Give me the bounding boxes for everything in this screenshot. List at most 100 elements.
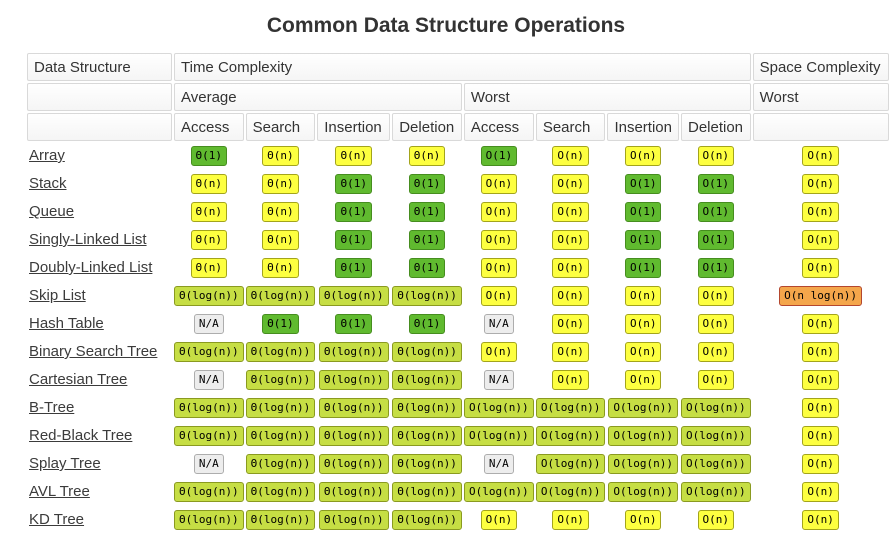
header-space-worst: Worst — [752, 83, 889, 111]
complexity-badge: Θ(n) — [190, 230, 228, 250]
complexity-badge: Θ(n) — [262, 202, 299, 222]
complexity-badge: O(n) — [802, 426, 839, 446]
complexity-badge: O(log(n)) — [464, 398, 534, 418]
row-label-link[interactable]: KD Tree — [29, 511, 85, 528]
complexity-badge: O(n) — [802, 258, 839, 278]
complexity-badge: Θ(log(n)) — [318, 342, 389, 362]
complexity-cell-space-worst: O(n) — [753, 479, 889, 505]
complexity-cell-worst-access: O(n) — [464, 255, 534, 281]
complexity-cell-space-worst: O(n) — [753, 311, 889, 337]
header-avg-access: Access — [174, 113, 244, 141]
complexity-cell-worst-deletion: O(log(n)) — [680, 479, 751, 505]
row-label-link[interactable]: Doubly-Linked List — [29, 259, 153, 276]
complexity-cell-worst-insertion: O(n) — [607, 339, 679, 365]
complexity-cell-avg-deletion: Θ(log(n)) — [392, 283, 462, 309]
complexity-cell-worst-insertion: O(log(n)) — [607, 423, 679, 449]
complexity-cell-avg-insertion: Θ(n) — [317, 143, 390, 169]
row-label-link[interactable]: Binary Search Tree — [29, 343, 158, 360]
complexity-badge: O(n) — [480, 230, 518, 250]
row-label-cell: Doubly-Linked List — [27, 255, 172, 281]
header-blank — [27, 113, 172, 141]
complexity-badge: Θ(log(n)) — [245, 482, 316, 502]
complexity-cell-worst-insertion: O(1) — [607, 171, 679, 197]
row-label-cell: Stack — [27, 171, 172, 197]
complexity-badge: O(1) — [697, 174, 735, 194]
row-label-link[interactable]: Queue — [29, 203, 75, 220]
complexity-badge: Θ(log(n)) — [392, 398, 462, 418]
complexity-badge: O(n) — [480, 342, 518, 362]
complexity-badge: O(n) — [624, 370, 662, 390]
complexity-badge: Θ(1) — [335, 174, 372, 194]
complexity-cell-avg-deletion: Θ(n) — [392, 143, 462, 169]
complexity-badge: N/A — [483, 370, 514, 390]
complexity-cell-worst-insertion: O(log(n)) — [607, 451, 679, 477]
complexity-cell-avg-deletion: Θ(1) — [392, 227, 462, 253]
complexity-badge: Θ(log(n)) — [318, 370, 389, 390]
row-label-link[interactable]: Singly-Linked List — [29, 231, 147, 248]
complexity-cell-worst-deletion: O(1) — [681, 255, 751, 281]
complexity-badge: Θ(log(n)) — [245, 398, 316, 418]
table-row: Red-Black Tree Θ(log(n)) Θ(log(n)) Θ(log(n)… — [27, 423, 889, 449]
complexity-badge: O(log(n)) — [608, 454, 679, 474]
row-label-link[interactable]: Stack — [29, 175, 67, 192]
complexity-badge: O(n) — [697, 510, 735, 530]
complexity-cell-space-worst: O(n) — [753, 199, 889, 225]
complexity-cell-space-worst: O(n) — [753, 395, 889, 421]
table-row: Hash Table N/A Θ(1) Θ(1) Θ(1) N/A O(n) O(n) O(n)… — [27, 311, 889, 337]
complexity-badge: Θ(log(n)) — [245, 510, 316, 530]
header-blank — [27, 83, 172, 111]
table-header: Data Structure Time Complexity Space Com… — [27, 53, 889, 141]
complexity-badge: Θ(log(n)) — [392, 482, 462, 502]
complexity-cell-avg-search: Θ(n) — [246, 255, 316, 281]
row-label-link[interactable]: Hash Table — [29, 315, 104, 332]
row-label-link[interactable]: Red-Black Tree — [29, 427, 133, 444]
row-label-link[interactable]: Cartesian Tree — [29, 371, 128, 388]
complexity-cell-worst-search: O(n) — [536, 227, 606, 253]
complexity-cell-worst-access: O(log(n)) — [464, 395, 534, 421]
complexity-badge: O(n) — [624, 286, 662, 306]
row-label-link[interactable]: Splay Tree — [29, 455, 101, 472]
complexity-badge: O(n) — [802, 398, 839, 418]
complexity-badge: O(n) — [480, 202, 518, 222]
header-row-3: Access Search Insertion Deletion Access … — [27, 113, 889, 141]
table-row: Skip List Θ(log(n)) Θ(log(n)) Θ(log(n)) Θ(lo… — [27, 283, 889, 309]
complexity-badge: Θ(log(n)) — [392, 342, 462, 362]
complexity-badge: O(1) — [697, 258, 735, 278]
complexity-cell-avg-deletion: Θ(log(n)) — [392, 451, 462, 477]
row-label-cell: Red-Black Tree — [27, 423, 172, 449]
complexity-badge: O(n) — [552, 174, 589, 194]
complexity-badge: O(log(n)) — [608, 482, 679, 502]
complexity-cell-avg-insertion: Θ(log(n)) — [317, 395, 390, 421]
complexity-badge: O(n) — [624, 314, 662, 334]
header-row-2: Average Worst Worst — [27, 83, 889, 111]
complexity-badge: O(n) — [624, 342, 662, 362]
row-label-cell: Queue — [27, 199, 172, 225]
complexity-badge: O(n) — [624, 146, 662, 166]
complexity-cell-worst-access: O(1) — [464, 143, 534, 169]
complexity-badge: O(log(n)) — [535, 398, 606, 418]
complexity-cell-avg-insertion: Θ(1) — [317, 199, 390, 225]
complexity-badge: Θ(n) — [190, 202, 228, 222]
row-label-link[interactable]: Skip List — [29, 287, 86, 304]
row-label-link[interactable]: B-Tree — [29, 399, 75, 416]
complexity-cell-worst-access: O(n) — [464, 199, 534, 225]
complexity-badge: Θ(log(n)) — [392, 510, 462, 530]
row-label-cell: KD Tree — [27, 507, 172, 533]
complexity-cell-worst-deletion: O(1) — [681, 171, 751, 197]
complexity-cell-avg-deletion: Θ(1) — [392, 311, 462, 337]
row-label-link[interactable]: AVL Tree — [29, 483, 90, 500]
complexity-cell-worst-deletion: O(n) — [681, 143, 751, 169]
header-worst-access: Access — [463, 113, 534, 141]
complexity-cell-avg-deletion: Θ(log(n)) — [392, 339, 462, 365]
complexity-badge: Θ(log(n)) — [318, 510, 389, 530]
complexity-badge: Θ(log(n)) — [392, 454, 462, 474]
complexity-cell-worst-deletion: O(n) — [681, 507, 751, 533]
complexity-badge: O(n) — [552, 230, 589, 250]
complexity-badge: O(n) — [552, 314, 589, 334]
row-label-cell: B-Tree — [27, 395, 172, 421]
row-label-cell: Cartesian Tree — [27, 367, 172, 393]
row-label-link[interactable]: Array — [29, 147, 65, 164]
complexity-badge: Θ(1) — [408, 314, 446, 334]
complexity-badge: O(n) — [697, 286, 735, 306]
complexity-badge: O(log(n)) — [608, 426, 679, 446]
